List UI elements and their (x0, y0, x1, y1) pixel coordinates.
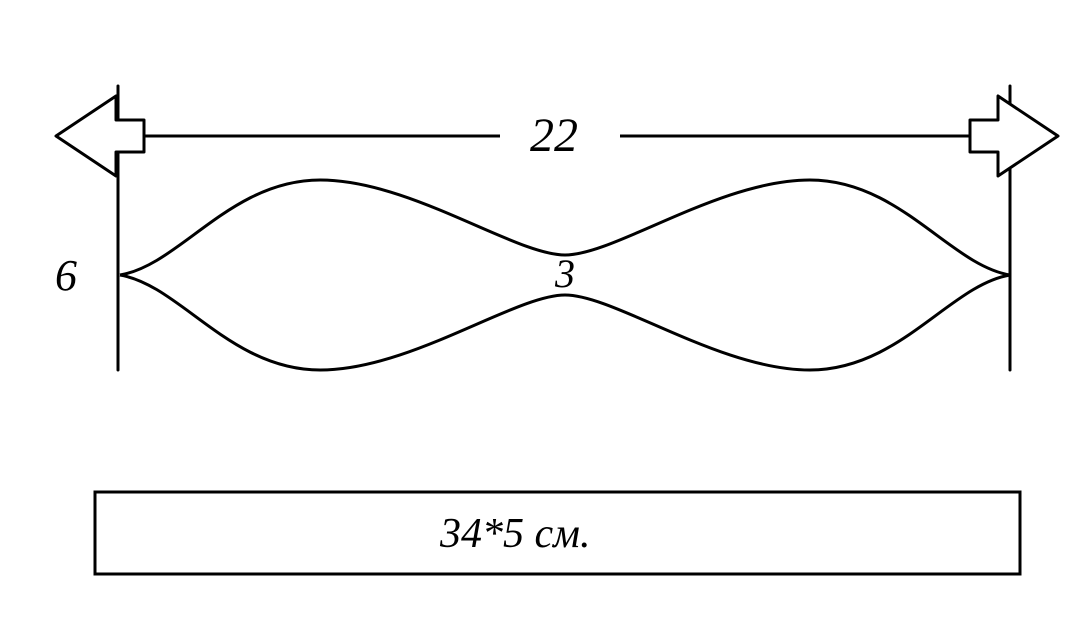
strip-dimension-label: 34*5 см. (440, 510, 590, 558)
diagram-canvas: 22 6 3 34*5 см. (0, 0, 1068, 642)
width-dimension-label: 22 (530, 108, 578, 163)
left-height-label: 6 (55, 250, 77, 301)
waist-height-label: 3 (555, 250, 575, 297)
